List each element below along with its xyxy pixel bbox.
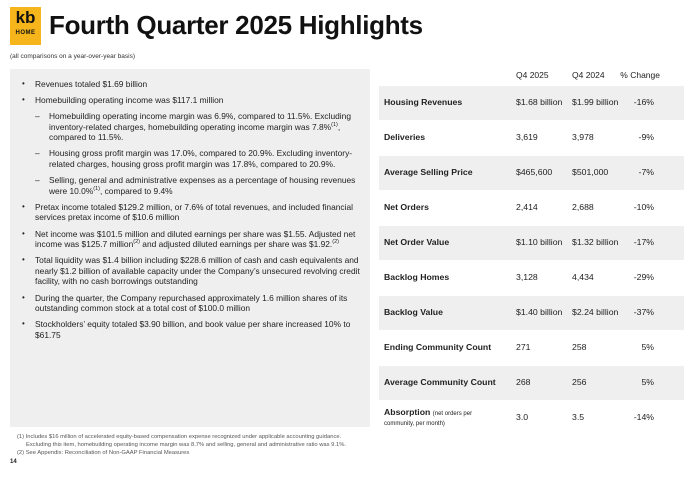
cell-change: -37%: [633, 307, 654, 317]
table-row: Average Selling Price $465,600 $501,000 …: [379, 156, 684, 191]
table-header: Q4 2025 Q4 2024 % Change: [379, 66, 684, 86]
cell-q4-2025: 3,619: [516, 132, 538, 142]
footnote-ref: (1): [331, 121, 338, 128]
bullet-text: During the quarter, the Company repurcha…: [35, 292, 348, 314]
row-label: Backlog Homes: [384, 272, 450, 282]
results-table: Q4 2025 Q4 2024 % Change Housing Revenue…: [379, 66, 684, 436]
sub-bullet-text: , compared to 11.5%.: [49, 121, 341, 143]
footnote-ref: (2): [332, 239, 339, 246]
logo-home: HOME: [15, 30, 36, 36]
table-row: Net Order Value $1.10 billion $1.32 bill…: [379, 226, 684, 261]
row-label: Absorption (net orders per community, per…: [384, 407, 472, 427]
footnote-1: (1) Includes $16 million of accelerated …: [17, 434, 342, 440]
row-label: Net Order Value: [384, 237, 450, 247]
logo-kb: kb: [15, 8, 36, 27]
bullet-text: Stockholders’ equity totaled $3.90 billi…: [35, 319, 351, 340]
row-label: Ending Community Count: [384, 342, 492, 352]
cell-q4-2025: 268: [516, 377, 531, 387]
bullet-text: Revenues totaled $1.69 billion: [35, 79, 148, 89]
table-row: Deliveries 3,619 3,978 -9%: [379, 121, 684, 156]
cell-change: -16%: [633, 97, 654, 107]
table-row: Absorption (net orders per community, per…: [379, 401, 684, 436]
sub-bullet-text: Homebuilding operating income margin was…: [49, 111, 351, 132]
cell-q4-2024: $1.32 billion: [572, 237, 619, 247]
bullet-text: and adjusted diluted earnings per share …: [139, 239, 333, 250]
row-label: Net Orders: [384, 202, 429, 212]
row-label-note: (net orders per: [432, 411, 473, 417]
cell-q4-2025: $1.10 billion: [516, 237, 563, 247]
cell-change: -17%: [633, 237, 654, 247]
bullet-operating-income: Homebuilding operating income was $117.1…: [22, 95, 362, 106]
sub-bullet-operating-margin: Homebuilding operating income margin was…: [22, 111, 362, 143]
cell-q4-2025: $465,600: [516, 167, 553, 177]
bullet-text: Pretax income totaled $129.2 million, or…: [35, 201, 353, 223]
cell-change: -14%: [633, 412, 654, 422]
cell-q4-2025: 271: [516, 342, 531, 352]
row-label: Backlog Value: [384, 307, 443, 317]
page-number: 14: [10, 459, 17, 465]
cell-q4-2024: $1.99 billion: [572, 97, 619, 107]
column-header-change: % Change: [620, 70, 660, 80]
cell-change: -7%: [638, 167, 654, 177]
cell-change: -29%: [633, 272, 654, 282]
bullet-text: Homebuilding operating income was $117.1…: [35, 95, 224, 106]
page-title: Fourth Quarter 2025 Highlights: [49, 10, 423, 40]
cell-q4-2024: 258: [572, 342, 587, 352]
table-row: Housing Revenues $1.68 billion $1.99 bil…: [379, 86, 684, 121]
bullet-equity: Stockholders’ equity totaled $3.90 billi…: [22, 319, 362, 340]
bullet-net-income: Net income was $101.5 million and dilute…: [22, 229, 362, 250]
row-label-text: Absorption: [384, 407, 431, 417]
bullet-text: Total liquidity was $1.4 billion includi…: [35, 255, 360, 287]
table-row: Average Community Count 268 256 5%: [379, 366, 684, 401]
kb-home-logo: kb HOME: [10, 7, 41, 45]
cell-q4-2024: 2,688: [572, 202, 594, 212]
cell-q4-2025: 2,414: [516, 202, 538, 212]
row-label-note: community, per month): [384, 421, 445, 427]
footnotes: (1) Includes $16 million of accelerated …: [17, 433, 346, 457]
sub-bullet-sga: Selling, general and administrative expe…: [22, 175, 362, 196]
cell-change: 5%: [641, 377, 654, 387]
column-header-q4-2025: Q4 2025: [516, 70, 549, 80]
bullet-pretax-income: Pretax income totaled $129.2 million, or…: [22, 202, 362, 223]
sub-bullet-text: , compared to 9.4%: [99, 185, 173, 196]
row-label: Average Community Count: [384, 377, 496, 387]
cell-change: 5%: [641, 342, 654, 352]
footnote-ref: (1): [93, 185, 100, 192]
cell-q4-2025: 3,128: [516, 272, 538, 282]
footnote-2: (2) See Appendix: Reconciliation of Non-…: [17, 450, 190, 456]
table-row: Backlog Value $1.40 billion $2.24 billio…: [379, 296, 684, 331]
bullet-liquidity: Total liquidity was $1.4 billion includi…: [22, 255, 362, 287]
highlights-panel: Revenues totaled $1.69 billion Homebuild…: [10, 69, 370, 427]
table-row: Net Orders 2,414 2,688 -10%: [379, 191, 684, 226]
bullet-repurchase: During the quarter, the Company repurcha…: [22, 293, 362, 314]
table-row: Backlog Homes 3,128 4,434 -29%: [379, 261, 684, 296]
cell-q4-2025: $1.40 billion: [516, 307, 563, 317]
footnote-ref: (2): [133, 239, 140, 246]
row-label: Housing Revenues: [384, 97, 463, 107]
bullet-text: Net income was $101.5 million and dilute…: [35, 228, 356, 250]
cell-change: -10%: [633, 202, 654, 212]
cell-change: -9%: [638, 132, 654, 142]
page-subtitle: (all comparisons on a year-over-year bas…: [10, 53, 135, 60]
cell-q4-2024: $501,000: [572, 167, 609, 177]
row-label: Average Selling Price: [384, 167, 473, 177]
bullet-revenues: Revenues totaled $1.69 billion: [22, 79, 362, 90]
column-header-q4-2024: Q4 2024: [572, 70, 605, 80]
footnote-1-continued: Excluding this item, homebuilding operat…: [26, 442, 346, 448]
cell-q4-2025: 3.0: [516, 412, 529, 422]
cell-q4-2024: $2.24 billion: [572, 307, 619, 317]
row-label: Deliveries: [384, 132, 426, 142]
cell-q4-2024: 3.5: [572, 412, 585, 422]
cell-q4-2025: $1.68 billion: [516, 97, 563, 107]
cell-q4-2024: 3,978: [572, 132, 594, 142]
table-row: Ending Community Count 271 258 5%: [379, 331, 684, 366]
sub-bullet-text: Selling, general and administrative expe…: [49, 175, 356, 196]
sub-bullet-text: Housing gross profit margin was 17.0%, c…: [49, 148, 353, 170]
sub-bullet-gross-margin: Housing gross profit margin was 17.0%, c…: [22, 148, 362, 169]
cell-q4-2024: 256: [572, 377, 587, 387]
cell-q4-2024: 4,434: [572, 272, 594, 282]
